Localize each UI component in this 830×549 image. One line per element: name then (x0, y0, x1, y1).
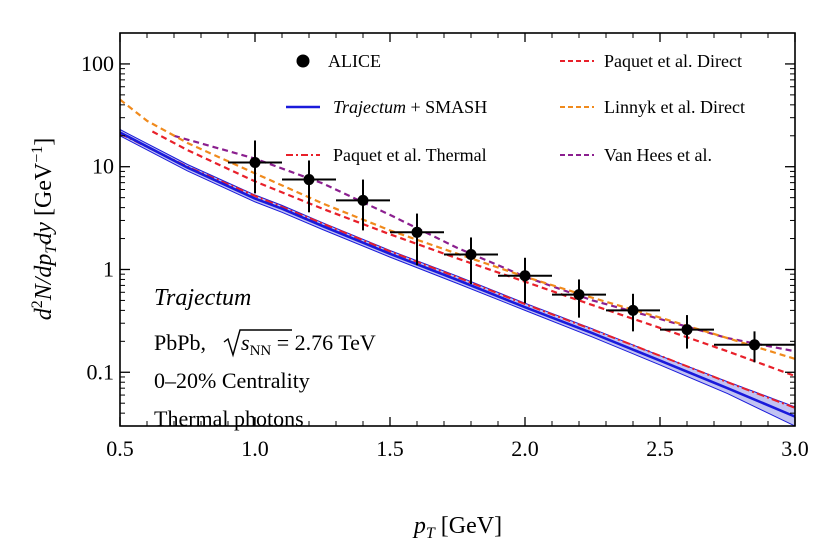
series-paquet-thermal-line (120, 132, 795, 409)
x-tick-label: 3.0 (781, 436, 809, 461)
x-tick-label: 2.5 (646, 436, 674, 461)
alice-data-point (465, 248, 477, 260)
legend-label-linnyk-direct: Linnyk et al. Direct (604, 97, 745, 117)
series-paquet-direct-line (151, 130, 795, 378)
y-tick-label: 0.1 (87, 359, 115, 384)
alice-data-point (411, 226, 423, 238)
legend-entry-paquet-direct: Paquet et al. Direct (560, 51, 742, 71)
alice-data-point (249, 156, 261, 168)
series-linnyk-direct-line (120, 98, 795, 360)
alice-data-point (357, 194, 369, 206)
legend-label-paquet-thermal: Paquet et al. Thermal (333, 145, 487, 165)
alice-data-point (627, 304, 639, 316)
legend-entry-paquet-thermal: Paquet et al. Thermal (286, 145, 487, 165)
model-curve-layer (120, 98, 795, 418)
x-tick-label: 0.5 (106, 436, 134, 461)
x-tick-label: 1.5 (376, 436, 404, 461)
legend-label-paquet-direct: Paquet et al. Direct (604, 51, 742, 71)
annotation-centrality: 0–20% Centrality (154, 368, 310, 393)
alice-data-point (681, 324, 693, 336)
axis-ticks: 0.5 1.0 1.5 2.0 2.5 3.0 0.1 1 10 100 (81, 32, 809, 461)
alice-data-point (573, 289, 585, 301)
legend-marker-alice (296, 54, 310, 68)
model-band-layer (120, 128, 795, 426)
series-trajectum-smash-line (120, 131, 795, 418)
legend-entry-alice: ALICE (296, 51, 381, 71)
y-tick-label: 1 (103, 256, 114, 281)
annotation-title: Trajectum (154, 285, 251, 311)
x-tick-label: 1.0 (241, 436, 269, 461)
legend-label-van-hees: Van Hees et al. (604, 145, 712, 165)
plot-frame (119, 32, 796, 427)
series-trajectum-band (120, 128, 795, 426)
alice-data-point (303, 174, 315, 186)
y-tick-label: 10 (92, 154, 114, 179)
data-points-layer (228, 140, 795, 363)
annotation-block: Trajectum PbPb, sNN = 2.76 TeV 0–20% Cen… (154, 285, 376, 431)
alice-data-point (749, 339, 760, 351)
y-axis-title: d2N/dpTdy [GeV−1] (29, 138, 60, 321)
x-tick-label: 2.0 (511, 436, 539, 461)
alice-data-point (519, 270, 531, 282)
series-van-hees-line (173, 134, 795, 353)
sqrt-sign (223, 329, 292, 358)
legend-label-alice: ALICE (328, 51, 381, 71)
legend-entry-van-hees: Van Hees et al. (560, 145, 712, 165)
annotation-system-label: PbPb, (154, 330, 206, 355)
legend-entry-trajectum: Trajectum + SMASH (286, 97, 487, 117)
legend-label-trajectum: Trajectum + SMASH (333, 97, 487, 117)
legend: ALICE Trajectum + SMASH Paquet et al. Th… (286, 51, 745, 165)
annotation-photons: Thermal photons (154, 406, 304, 431)
annotation-energy: sNN = 2.76 TeV (241, 330, 376, 359)
x-axis-title: pT [GeV] (412, 513, 502, 542)
y-tick-label: 100 (81, 51, 114, 76)
legend-entry-linnyk-direct: Linnyk et al. Direct (560, 97, 745, 117)
